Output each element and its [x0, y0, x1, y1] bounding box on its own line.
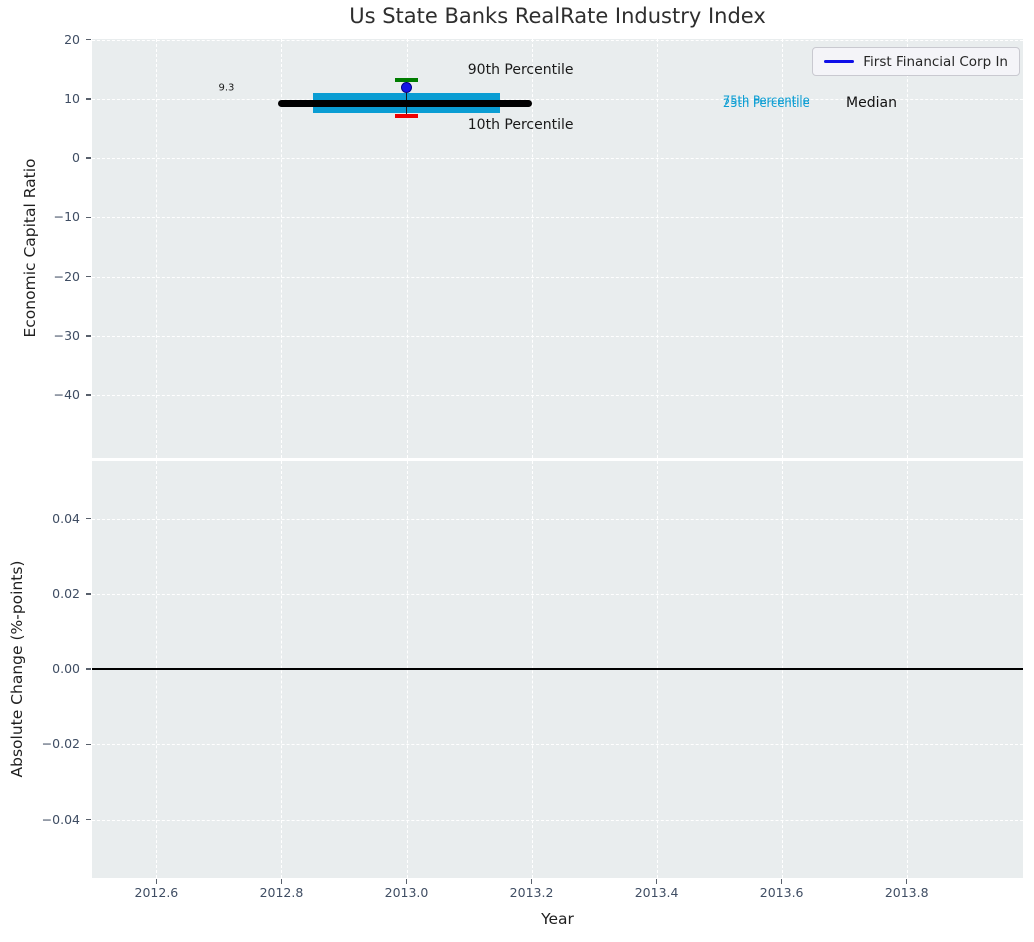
zero-line: [92, 668, 1023, 670]
x-tick-label: 2013.4: [634, 885, 679, 900]
y-tick-mark: [86, 98, 91, 100]
gridline-horizontal: [92, 98, 1023, 100]
y-tick-mark: [86, 517, 91, 520]
gridline-vertical: [406, 39, 408, 458]
y-tick-label: 20: [64, 31, 80, 47]
gridline-vertical: [656, 39, 658, 458]
y-tick-label: −30: [53, 327, 80, 343]
gridline-horizontal: [92, 819, 1023, 821]
y-tick-label: −10: [53, 209, 80, 225]
y-tick-mark: [86, 743, 91, 746]
p90-cap: [395, 78, 418, 82]
x-tick-mark: [906, 879, 908, 884]
median-line: [278, 99, 532, 107]
gridline-horizontal: [92, 395, 1023, 397]
annotation-25th-percentile: 25th Percentile: [722, 96, 810, 110]
gridline-horizontal: [92, 744, 1023, 746]
y-tick-label: −40: [53, 387, 80, 403]
gridline-horizontal: [92, 217, 1023, 219]
whisker-line: [405, 79, 408, 117]
y-tick-mark: [86, 216, 91, 219]
y-tick-mark: [86, 394, 91, 396]
y-tick-mark: [86, 818, 91, 821]
gridline-horizontal: [92, 276, 1023, 278]
legend: First Financial Corp In: [812, 47, 1020, 76]
x-tick-label: 2013.8: [884, 885, 929, 900]
y-tick-mark: [86, 593, 91, 595]
gridline-horizontal: [92, 158, 1023, 160]
gridline-vertical: [531, 39, 533, 458]
y-tick-label: 10: [64, 90, 80, 106]
annotation-75th-percentile: 75th Percentile: [722, 92, 810, 107]
y-tick-mark: [86, 335, 91, 337]
y-tick-label: −0.04: [41, 811, 80, 827]
y-tick-mark: [86, 275, 91, 278]
gridline-horizontal: [92, 593, 1023, 595]
gridline-vertical: [156, 39, 158, 458]
gridline-horizontal: [92, 518, 1023, 520]
y-tick-label: −0.02: [41, 736, 80, 752]
x-tick-label: 2012.6: [134, 885, 179, 900]
x-tick-label: 2013.2: [509, 885, 554, 900]
y-tick-mark: [86, 668, 91, 670]
x-tick-mark: [655, 879, 658, 884]
x-tick-mark: [530, 879, 533, 884]
x-tick-label: 2013.6: [759, 885, 804, 900]
x-tick-mark: [780, 879, 783, 884]
gridline-horizontal: [92, 335, 1023, 337]
gridline-horizontal: [92, 39, 1023, 41]
annotation-90th-percentile: 90th Percentile: [467, 62, 574, 79]
annotation-10th-percentile: 10th Percentile: [467, 116, 574, 133]
y-tick-label: 0: [72, 150, 80, 166]
legend-label: First Financial Corp In: [863, 53, 1008, 70]
x-tick-label: 2013.0: [384, 885, 429, 900]
p10-cap: [395, 114, 418, 118]
gridline-vertical: [906, 39, 908, 458]
y-tick-mark: [86, 38, 91, 41]
x-tick-label: 2012.8: [259, 885, 304, 900]
x-tick-mark: [405, 879, 408, 884]
bottom-plot-area: [92, 461, 1023, 878]
gridline-vertical: [781, 39, 783, 458]
y-tick-mark: [86, 157, 91, 159]
annotation-9-3: 9.3: [218, 82, 235, 94]
y-tick-label: 0.00: [52, 661, 80, 677]
y-axis-label-top: Economic Capital Ratio: [21, 158, 39, 338]
x-tick-mark: [155, 879, 158, 884]
y-tick-label: 0.04: [52, 510, 80, 526]
y-tick-label: 0.02: [52, 585, 80, 601]
company-data-point: [401, 81, 412, 93]
legend-line-sample: [824, 60, 855, 63]
top-plot-area: First Financial Corp In 90th Percentile 1…: [92, 39, 1023, 458]
x-axis-label: Year: [541, 910, 574, 928]
gridline-vertical: [281, 39, 283, 458]
chart-title: Us State Banks RealRate Industry Index: [349, 4, 766, 28]
y-tick-label: −20: [53, 268, 80, 284]
x-tick-mark: [280, 879, 283, 884]
annotation-median: Median: [846, 95, 897, 111]
